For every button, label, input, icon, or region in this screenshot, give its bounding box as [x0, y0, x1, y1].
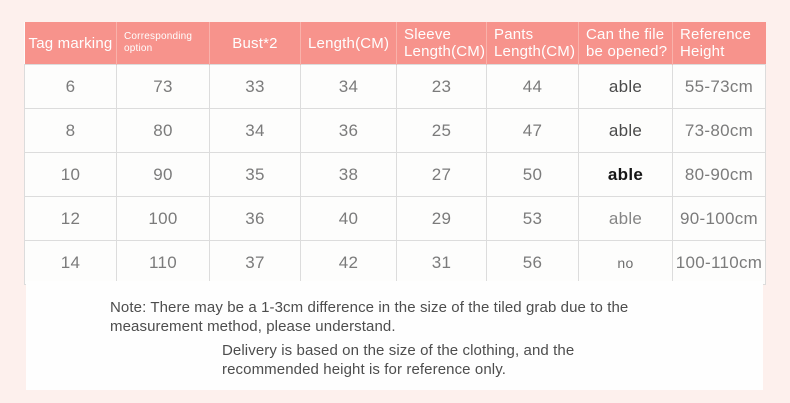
column-header-can-open: Can the file be opened? — [578, 22, 673, 65]
cell-can-open: able — [578, 108, 673, 153]
size-chart-table: Tag marking Corresponding option Bust*2 … — [24, 22, 766, 285]
cell-sleeve-length-cm: 23 — [396, 64, 487, 109]
cell-sleeve-length-cm: 25 — [396, 108, 487, 153]
cell-corresponding-option: 80 — [116, 108, 210, 153]
cell-length-cm: 38 — [300, 152, 397, 197]
cell-reference-height: 80-90cm — [672, 152, 766, 197]
table-row: 14 110 37 42 31 56 no 100-110cm — [24, 240, 766, 285]
cell-can-open: no — [578, 240, 673, 285]
cell-length-cm: 36 — [300, 108, 397, 153]
cell-pants-length-cm: 53 — [486, 196, 579, 241]
cell-tag-marking: 10 — [24, 152, 117, 197]
column-header-pants-length: Pants Length(CM) — [486, 22, 579, 65]
cell-sleeve-length-cm: 27 — [396, 152, 487, 197]
cell-reference-height: 100-110cm — [672, 240, 766, 285]
note-delivery: Delivery is based on the size of the clo… — [222, 342, 575, 378]
table-row: 10 90 35 38 27 50 able 80-90cm — [24, 152, 766, 197]
cell-corresponding-option: 90 — [116, 152, 210, 197]
table-header-row: Tag marking Corresponding option Bust*2 … — [24, 22, 766, 65]
cell-corresponding-option: 73 — [116, 64, 210, 109]
cell-tag-marking: 14 — [24, 240, 117, 285]
column-header-length: Length(CM) — [300, 22, 397, 65]
cell-corresponding-option: 100 — [116, 196, 210, 241]
cell-reference-height: 73-80cm — [672, 108, 766, 153]
size-chart-body: 6 73 33 34 23 44 able 55-73cm 8 80 34 36 25 47 able 73-… — [24, 64, 766, 285]
cell-pants-length-cm: 50 — [486, 152, 579, 197]
cell-tag-marking: 12 — [24, 196, 117, 241]
table-row: 8 80 34 36 25 47 able 73-80cm — [24, 108, 766, 153]
cell-bust-x2: 35 — [209, 152, 301, 197]
cell-corresponding-option: 110 — [116, 240, 210, 285]
table-row: 12 100 36 40 29 53 able 90-100cm — [24, 196, 766, 241]
cell-sleeve-length-cm: 29 — [396, 196, 487, 241]
cell-can-open: able — [578, 196, 673, 241]
cell-length-cm: 42 — [300, 240, 397, 285]
column-header-sleeve-length: Sleeve Length(CM) — [396, 22, 487, 65]
column-header-tag-marking: Tag marking — [24, 22, 117, 65]
cell-bust-x2: 37 — [209, 240, 301, 285]
cell-can-open: able — [578, 152, 673, 197]
cell-bust-x2: 33 — [209, 64, 301, 109]
table-row: 6 73 33 34 23 44 able 55-73cm — [24, 64, 766, 109]
cell-length-cm: 34 — [300, 64, 397, 109]
cell-reference-height: 90-100cm — [672, 196, 766, 241]
cell-pants-length-cm: 56 — [486, 240, 579, 285]
column-header-reference-height: Reference Height — [672, 22, 766, 65]
cell-pants-length-cm: 47 — [486, 108, 579, 153]
column-header-bust: Bust*2 — [209, 22, 301, 65]
cell-tag-marking: 6 — [24, 64, 117, 109]
cell-sleeve-length-cm: 31 — [396, 240, 487, 285]
note-panel: Note: There may be a 1-3cm difference in… — [26, 281, 763, 390]
cell-bust-x2: 36 — [209, 196, 301, 241]
cell-bust-x2: 34 — [209, 108, 301, 153]
column-header-corresponding-option: Corresponding option — [116, 22, 210, 65]
cell-can-open: able — [578, 64, 673, 109]
cell-tag-marking: 8 — [24, 108, 117, 153]
cell-reference-height: 55-73cm — [672, 64, 766, 109]
cell-length-cm: 40 — [300, 196, 397, 241]
cell-pants-length-cm: 44 — [486, 64, 579, 109]
note-measurement: Note: There may be a 1-3cm difference in… — [110, 299, 629, 335]
